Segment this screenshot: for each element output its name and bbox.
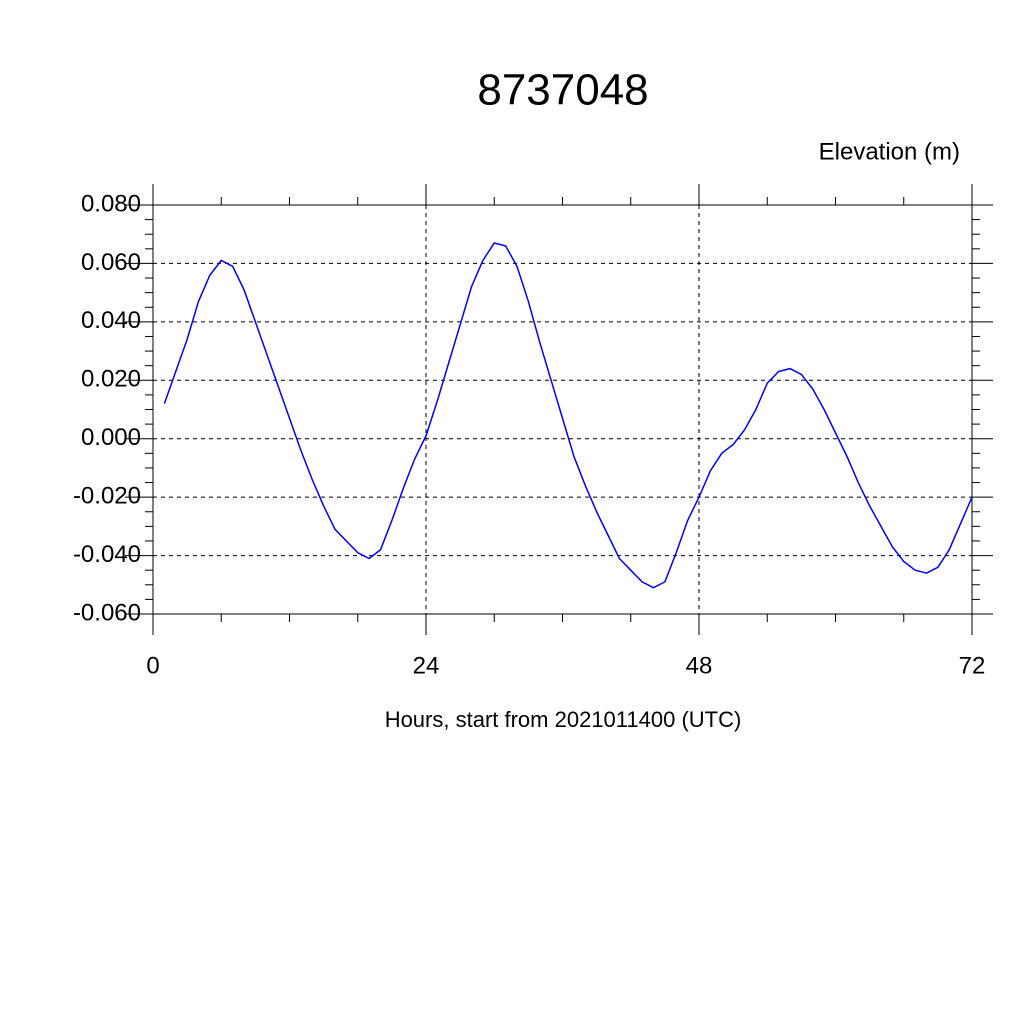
x-tick-label: 24 bbox=[413, 652, 440, 679]
y-tick-label: 0.020 bbox=[81, 366, 141, 393]
y-tick-label: -0.040 bbox=[73, 541, 141, 568]
x-tick-label: 48 bbox=[686, 652, 713, 679]
y-tick-label: 0.040 bbox=[81, 307, 141, 334]
x-tick-label: 0 bbox=[146, 652, 159, 679]
y-tick-label: -0.020 bbox=[73, 482, 141, 509]
plot-frame bbox=[152, 204, 973, 615]
y-tick-label: 0.080 bbox=[81, 190, 141, 217]
y-tick-label: -0.060 bbox=[73, 599, 141, 626]
y-tick-label: 0.060 bbox=[81, 249, 141, 276]
chart-title: 8737048 bbox=[477, 66, 648, 115]
data-line bbox=[163, 242, 973, 589]
x-tick-label: 72 bbox=[959, 652, 986, 679]
x-axis-label: Hours, start from 2021011400 (UTC) bbox=[385, 707, 742, 732]
y-axis-label: Elevation (m) bbox=[819, 138, 960, 165]
y-tick-label: 0.000 bbox=[81, 424, 141, 451]
